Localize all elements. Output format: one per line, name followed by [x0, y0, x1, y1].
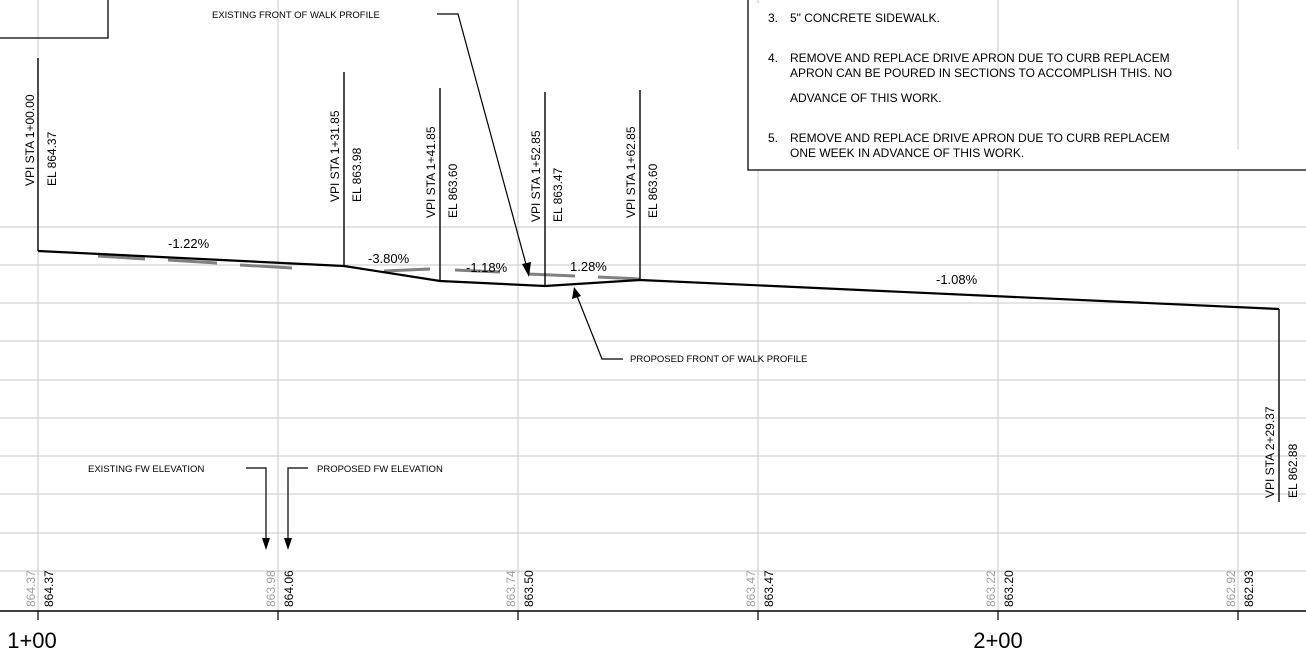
- proposed-elevation-3: 863.50: [522, 570, 536, 607]
- vpi-2-elevation: EL 863.98: [350, 147, 364, 202]
- vpi-1-elevation: EL 864.37: [45, 131, 59, 186]
- vpi-6-elevation: EL 862.88: [1286, 443, 1300, 498]
- existing-profile-callout: EXISTING FRONT OF WALK PROFILE: [212, 10, 531, 277]
- existing-fw-elevation-label: EXISTING FW ELEVATION: [88, 464, 204, 475]
- note-5-line-2: ONE WEEK IN ADVANCE OF THIS WORK.: [790, 146, 1024, 160]
- existing-elevation-1: 864.37: [24, 570, 38, 607]
- vpi-3-station: VPI STA 1+41.85: [424, 126, 438, 218]
- vpi-6-station: VPI STA 2+29.37: [1263, 406, 1277, 498]
- existing-elevation-2: 863.98: [264, 570, 278, 607]
- proposed-elevation-6: 862.93: [1242, 570, 1256, 607]
- existing-profile-callout-label: EXISTING FRONT OF WALK PROFILE: [212, 10, 380, 21]
- note-4-line-1: REMOVE AND REPLACE DRIVE APRON DUE TO CU…: [790, 51, 1170, 65]
- proposed-elevation-4: 863.47: [762, 570, 776, 607]
- grade-label-1: -1.22%: [168, 236, 210, 251]
- note-4-num: 4.: [768, 51, 778, 65]
- grade-labels: -1.22% -3.80% -1.18% 1.28% -1.08%: [168, 236, 978, 287]
- proposed-elevation-5: 863.20: [1002, 570, 1016, 607]
- proposed-profile-callout: PROPOSED FRONT OF WALK PROFILE: [572, 287, 807, 365]
- proposed-fw-elevation-callout: PROPOSED FW ELEVATION: [284, 464, 443, 550]
- vpi-1-station: VPI STA 1+00.00: [23, 94, 37, 186]
- grade-label-5: -1.08%: [936, 272, 978, 287]
- existing-elevation-3: 863.74: [504, 570, 518, 607]
- proposed-elevation-2: 864.06: [282, 570, 296, 607]
- note-3-line-1: 5" CONCRETE SIDEWALK.: [790, 11, 940, 25]
- vpi-3-elevation: EL 863.60: [446, 163, 460, 218]
- vpi-5-elevation: EL 863.60: [646, 163, 660, 218]
- note-5-line-1: REMOVE AND REPLACE DRIVE APRON DUE TO CU…: [790, 131, 1170, 145]
- elevation-labels: 864.37 864.37 863.98 864.06 863.74 863.5…: [24, 570, 1256, 607]
- title-box: [0, 0, 109, 39]
- vpi-4-station: VPI STA 1+52.85: [529, 130, 543, 222]
- station-label-2: 2+00: [973, 628, 1023, 653]
- existing-fw-elevation-callout: EXISTING FW ELEVATION: [88, 464, 270, 550]
- existing-elevation-6: 862.92: [1224, 570, 1238, 607]
- proposed-fw-elevation-label: PROPOSED FW ELEVATION: [317, 464, 443, 475]
- existing-profile-line: [97, 254, 641, 281]
- vpi-2-station: VPI STA 1+31.85: [328, 110, 342, 202]
- station-axis: 1+00 2+00: [0, 610, 1306, 653]
- vpi-5-station: VPI STA 1+62.85: [624, 126, 638, 218]
- proposed-profile-callout-label: PROPOSED FRONT OF WALK PROFILE: [630, 354, 807, 365]
- existing-elevation-5: 863.22: [984, 570, 998, 607]
- notes-box: 3. 5" CONCRETE SIDEWALK. 4. REMOVE AND R…: [747, 0, 1306, 171]
- vpi-lines: [37, 58, 1280, 502]
- grid: [0, 0, 1306, 611]
- grade-label-4: 1.28%: [570, 259, 607, 274]
- station-label-1: 1+00: [7, 628, 57, 653]
- vpi-4-elevation: EL 863.47: [551, 167, 565, 222]
- grade-label-3: -1.18%: [466, 260, 508, 275]
- note-4-line-3: ADVANCE OF THIS WORK.: [790, 91, 942, 105]
- proposed-profile-line: [37, 249, 1280, 311]
- note-3-num: 3.: [768, 11, 778, 25]
- existing-elevation-4: 863.47: [744, 570, 758, 607]
- vpi-labels: VPI STA 1+00.00 EL 864.37 VPI STA 1+31.8…: [23, 94, 1300, 498]
- note-4-line-2: APRON CAN BE POURED IN SECTIONS TO ACCOM…: [790, 66, 1172, 80]
- proposed-elevation-1: 864.37: [42, 570, 56, 607]
- note-5-num: 5.: [768, 131, 778, 145]
- grade-label-2: -3.80%: [368, 251, 410, 266]
